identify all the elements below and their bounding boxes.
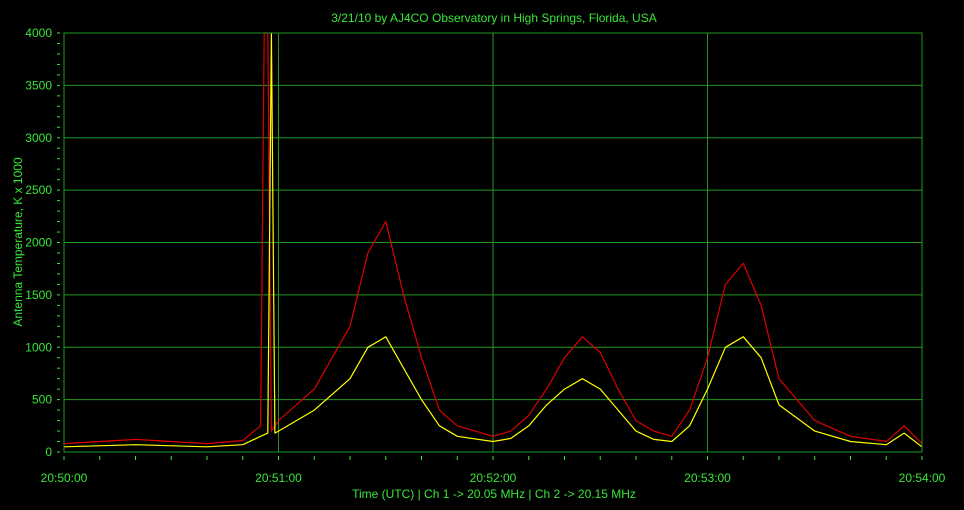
y-tick-label: 2000 — [25, 236, 52, 250]
series-line-1 — [63, 32, 923, 445]
y-tick-label: 3500 — [25, 78, 52, 92]
x-tick-label: 20:52:00 — [470, 471, 517, 485]
x-tick-label: 20:51:00 — [255, 471, 302, 485]
chart-title: 3/21/10 by AJ4CO Observatory in High Spr… — [331, 11, 656, 25]
tick-labels: 0 500 1000 1500 2000 2500 3000 3500 4000 20:50:00… — [25, 26, 945, 485]
y-tick-label: 2500 — [25, 183, 52, 197]
axes — [57, 32, 923, 460]
x-tick-label: 20:50:00 — [41, 471, 88, 485]
y-tick-label: 4000 — [25, 26, 52, 40]
y-tick-label: 1000 — [25, 340, 52, 354]
x-tick-label: 20:54:00 — [899, 471, 946, 485]
y-axis-label: Antenna Temperature, K x 1000 — [11, 157, 25, 327]
x-axis-label: Time (UTC) | Ch 1 -> 20.05 MHz | Ch 2 ->… — [352, 487, 636, 501]
y-tick-label: 500 — [32, 393, 52, 407]
y-tick-label: 3000 — [25, 131, 52, 145]
x-tick-label: 20:53:00 — [684, 471, 731, 485]
series-line-2 — [63, 32, 923, 448]
y-tick-label: 0 — [45, 445, 52, 459]
plot-frame — [63, 32, 923, 453]
y-tick-label: 1500 — [25, 288, 52, 302]
series-group — [63, 32, 923, 448]
